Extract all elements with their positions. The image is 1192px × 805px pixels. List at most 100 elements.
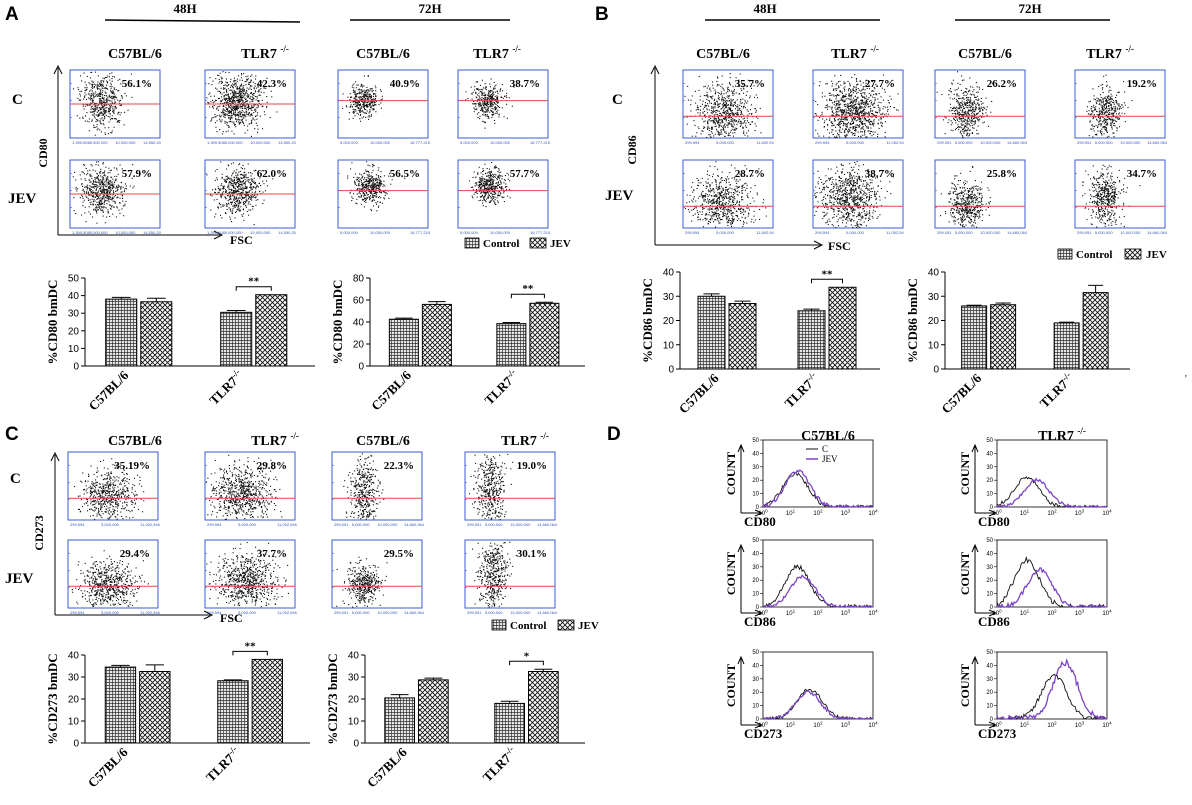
- panel-letter-b: B: [595, 4, 609, 25]
- dot-c-48-ko-c: 29.8% 299,594 5,000,000 11,052,946: [204, 451, 298, 527]
- hist-ko-cd80-xtick-label: 101: [1020, 509, 1030, 518]
- panel-b-row-c: C: [612, 92, 623, 108]
- dot-b-72-wt-c-ticks: 299,051 5,000,000 10,000,000 14,660,064: [935, 83, 1028, 145]
- dot-a-48-wt-c-percent: 56.1%: [122, 78, 152, 90]
- hist-wt-cd86-ytick-label: 10: [752, 592, 759, 598]
- bar-c-48-ytick-label: 20: [68, 695, 80, 706]
- bar-a-48-bar-control: [105, 298, 138, 367]
- hist-ko-cd273-ytick-label: 20: [986, 690, 993, 696]
- dot-a-72-wt-c-ticks: 5,000,000 10,000,000 16,777,215: [338, 83, 431, 145]
- dot-b-48-ko-c-ticks: 299,594 5,000,000 11,052,94: [813, 83, 905, 145]
- hist-wt-cd80-ytick-label: 0: [756, 505, 760, 511]
- panel-a-ylabel: CD80: [36, 138, 50, 167]
- hist-ko-cd273-ytick-label: 50: [986, 650, 993, 656]
- hist-ko-cd80-ytick-label: 0: [990, 505, 994, 511]
- dot-b-72-ko-c-events: [1086, 74, 1133, 138]
- bar-a-72-ytick-label: 80: [353, 274, 365, 285]
- hist-wt-cd80-xtick-label: 100: [758, 509, 768, 518]
- hist-ko-cd86-xtick-label: 104: [1102, 609, 1112, 618]
- dot-a-72-ko-c-xtick: 16,777,215: [530, 140, 551, 145]
- dot-b-72-wt-jev-xtick: 14,660,064: [1007, 230, 1028, 235]
- dot-a-72-ko-jev-xtick: 16,777,215: [530, 230, 551, 235]
- dot-b-72-wt-c-events: [936, 71, 994, 138]
- hist-ko-cd273: 0 10 20 30 40 50 100 101 102 103 104 COUNT CD273: [958, 650, 1112, 741]
- bar-c-48-bar-jev: [251, 658, 283, 744]
- bar-c-72-ytick-label: 30: [348, 673, 360, 684]
- hist-wt-cd80-xarrow: [741, 509, 764, 517]
- legend-c: Control JEV: [491, 619, 599, 632]
- hist-ko-cd80-xarrow: [975, 509, 998, 517]
- dot-plots-layer: 56.1%1,399,508 5,000,000 10,000,000 14,550,…: [67, 69, 1168, 615]
- hist-wt-cd86-line-c: [762, 564, 873, 608]
- dot-c-48-wt-c-events: [74, 458, 145, 520]
- panel-d-strain-wt: C57BL/6: [801, 429, 855, 444]
- hist-wt-cd273: 0 10 20 30 40 50 100 101 102 103 104 COUNT CD273: [724, 650, 878, 741]
- hist-wt-cd86-xlabel: CD86: [744, 614, 776, 629]
- legend-b-jev-label: JEV: [1146, 249, 1167, 261]
- legend-a-control-label: Control: [483, 238, 519, 250]
- hist-wt-cd80-xtick-label: 104: [868, 509, 878, 518]
- dot-c-48-ko-jev-xtick: 299,594: [207, 610, 222, 615]
- dot-c-48-wt-jev-percent: 29.4%: [120, 548, 150, 560]
- hist-wt-cd273-line-jev: [763, 690, 874, 720]
- dot-c-72-wt-jev-ticks: 299,051 5,000,000 10,000,000 14,660,064: [332, 553, 425, 615]
- bar-c-48-sig-bracket: [232, 650, 268, 656]
- dot-a-72-wt-c-percent: 40.9%: [390, 78, 420, 90]
- dot-b-72-ko-c-xtick: 299,051: [1077, 140, 1092, 145]
- dot-b-72-wt-jev-xtick: 299,051: [937, 230, 952, 235]
- dot-b-72-wt-jev-xtick: 5,000,000: [955, 230, 974, 235]
- panel-b-strain-ko-72: TLR7 -/-: [1086, 44, 1134, 62]
- dot-c-72-ko-jev-xtick: 5,000,000: [485, 610, 504, 615]
- dot-a-48-wt-c-events: [72, 71, 133, 136]
- dot-b-48-ko-c-xtick: 299,594: [815, 140, 830, 145]
- panel-c-strain-wt-48: C57BL/6: [108, 434, 162, 449]
- dot-a-72-wt-jev-ticks: 5,000,000 10,000,000 16,777,215: [338, 173, 431, 235]
- hist-ko-cd86-ylabel: COUNT: [958, 552, 972, 595]
- bar-a-48-xtick-label: C57BL/6: [85, 367, 131, 413]
- dot-c-48-wt-c-xtick: 5,000,000: [101, 522, 120, 527]
- dot-b-48-wt-jev-events: [684, 161, 767, 228]
- bar-a-72-bar-control: [388, 318, 419, 367]
- dot-c-72-ko-jev-events: [471, 541, 517, 608]
- hist-ko-cd80-yarrow: [971, 443, 979, 513]
- dot-a-48-wt-jev: 57.9% 1,399,508 5,000,000 10,000,000 14,550,…: [69, 159, 162, 235]
- panel-a-row-c: C: [12, 92, 23, 108]
- hist-wt-cd80-xtick-label: 103: [841, 509, 851, 518]
- hist-wt-cd86-ytick-label: 0: [756, 605, 760, 611]
- dot-a-72-ko-jev-percent: 57.7%: [510, 168, 540, 180]
- dot-c-72-wt-jev-xtick: 10,000,000: [377, 610, 398, 615]
- bar-a-72-sig-bracket: [510, 293, 545, 299]
- bar-a-72: 0 20 40 60 80 %CD80 bmDC C57BL/6 TLR7-/- **: [330, 274, 585, 413]
- dot-a-72-wt-c-xtick: 16,777,215: [410, 140, 431, 145]
- legend-b: Control JEV: [1057, 248, 1167, 261]
- hist-ko-cd86-xtick-label: 100: [992, 609, 1002, 618]
- hist-wt-cd80-xtick-label: 102: [813, 509, 823, 518]
- hist-ko-cd86-xarrow: [975, 609, 998, 617]
- dot-c-72-ko-jev-percent: 30.1%: [517, 548, 547, 560]
- dot-c-48-wt-c-percent: 35.19%: [114, 460, 150, 472]
- panel-c-axes: [50, 451, 214, 620]
- dot-a-48-ko-c-events: [206, 71, 278, 137]
- dot-a-48-wt-jev-xtick: 5,000,000: [90, 230, 109, 235]
- bar-b-48: 0 10 20 30 40 %CD86 bmDC C57BL/6 TLR7-/- **: [640, 268, 880, 416]
- dot-b-72-ko-jev-percent: 34.7%: [1127, 168, 1157, 180]
- dot-b-48-ko-c-percent: 27.7%: [865, 78, 895, 90]
- hist-ko-cd86-ytick-label: 40: [986, 551, 993, 557]
- hist-ko-cd86-ytick-label: 20: [986, 578, 993, 584]
- hist-wt-cd86-line-jev: [762, 574, 873, 609]
- panel-c-strain-ko-72: TLR7 -/-: [501, 431, 549, 449]
- hist-ko-cd80-ylabel: COUNT: [958, 452, 972, 495]
- dot-a-48-ko-jev-xtick: 14,550,20: [278, 230, 297, 235]
- bar-b-72-bar-jev: [990, 304, 1017, 370]
- bar-a-48: 0 10 20 30 40 50 %CD80 bmDC C57BL/6 TLR7-/- **: [45, 274, 315, 413]
- hist-ko-cd273-line-jev: [996, 658, 1108, 721]
- dot-b-48-ko-jev: 38.7% 299,594 5,000,000 11,052,94: [812, 159, 905, 235]
- bar-c-48-sig-label: **: [245, 640, 257, 652]
- hist-wt-cd86-yarrow: [737, 543, 745, 613]
- dot-b-72-wt-c: 26.2% 299,051 5,000,000 10,000,000 14,660,06…: [934, 69, 1028, 145]
- dot-c-72-wt-jev-percent: 29.5%: [384, 548, 414, 560]
- dot-b-48-wt-c-xtick: 299,594: [685, 140, 700, 145]
- panel-b-xlabel: FSC: [828, 239, 851, 253]
- dot-c-72-wt-jev-xtick: 5,000,000: [352, 610, 371, 615]
